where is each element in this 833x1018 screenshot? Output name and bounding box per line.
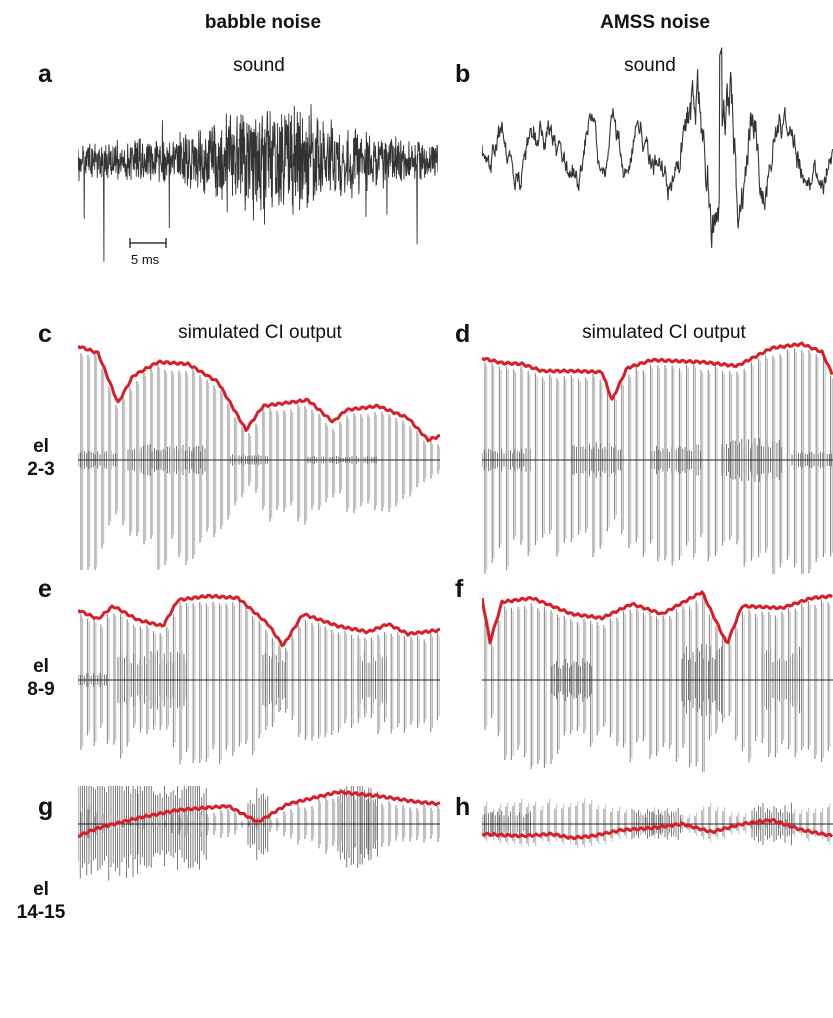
electrode-label-2-3: el 2-3 [6,435,76,481]
envelope-curve [78,344,440,443]
panel-letter-h: h [455,793,471,821]
envelope-curve [482,590,833,645]
envelope-curve [78,593,440,648]
panel-e-ci-output [78,593,440,765]
panel-a-waveform [78,104,438,262]
electrode-label-2-3-line1: el [33,436,49,457]
sound-trace [78,104,438,262]
panel-letter-e: e [38,575,52,603]
electrode-label-8-9: el 8-9 [6,655,76,701]
envelope-curve [78,789,440,838]
sound-trace [482,47,833,249]
panel-d-ci-output [482,341,833,574]
panel-letter-b: b [455,60,471,88]
panel-letter-f: f [455,575,464,603]
panel-letter-c: c [38,320,52,348]
panel-a-label: sound [233,55,285,76]
electrode-label-8-9-line2: 8-9 [27,679,55,700]
panel-d-label: simulated CI output [582,322,746,343]
electrode-label-14-15-line1: el [33,879,49,900]
panel-letter-a: a [38,60,52,88]
panel-b-waveform [482,47,833,249]
panel-f-ci-output [482,590,833,772]
envelope-curve [482,818,833,841]
envelope-curve [482,341,833,401]
scale-bar [129,238,167,248]
panel-h-ci-output [482,798,833,849]
panel-letter-d: d [455,320,471,348]
panel-g-ci-output [78,786,440,881]
electrode-label-8-9-line1: el [33,656,49,677]
panel-letter-g: g [38,793,54,821]
panel-c-ci-output [78,344,440,570]
column-title-amss: AMSS noise [600,12,710,33]
panel-c-label: simulated CI output [178,322,342,343]
electrode-label-14-15-line2: 14-15 [16,902,66,923]
electrode-label-2-3-line2: 2-3 [27,459,55,480]
column-title-babble: babble noise [204,12,322,33]
electrode-label-14-15: el 14-15 [6,878,76,924]
panel-b-label: sound [624,55,676,76]
scale-bar-label: 5 ms [131,252,160,267]
